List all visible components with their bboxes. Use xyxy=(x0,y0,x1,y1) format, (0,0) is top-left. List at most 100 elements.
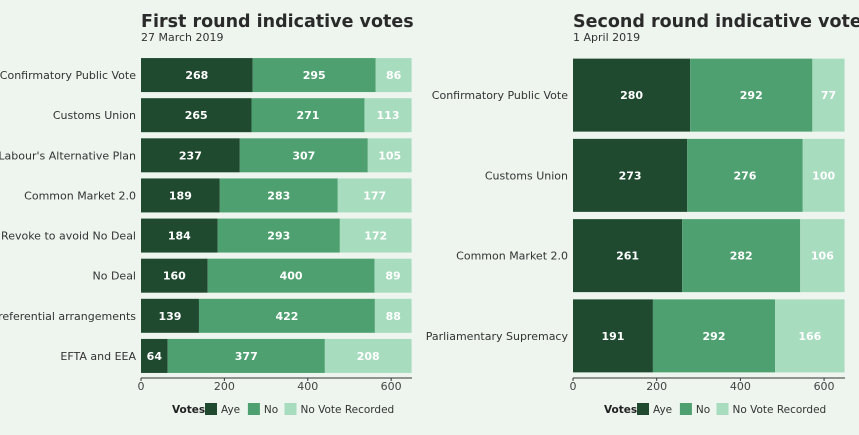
data-label: 64 xyxy=(147,350,163,363)
bar-segment-no-vote-recorded xyxy=(800,219,845,293)
legend-label: No xyxy=(264,404,278,416)
legend-swatch xyxy=(679,403,692,415)
bar-segment-no xyxy=(219,178,338,213)
legend-label: No xyxy=(696,404,710,416)
data-label: 77 xyxy=(821,89,836,102)
data-label: 292 xyxy=(740,89,763,102)
data-label: 283 xyxy=(267,189,290,202)
bar-segment-aye xyxy=(141,138,240,173)
x-tick-label: 200 xyxy=(646,380,667,393)
bar-segment-no xyxy=(687,138,803,212)
data-label: 86 xyxy=(386,69,402,82)
bar-segment-aye xyxy=(141,258,208,293)
bar-segment-no-vote-recorded xyxy=(339,218,412,253)
legend-title: Votes xyxy=(604,404,637,416)
bar-segment-no xyxy=(217,218,340,253)
category-label: Customs Union xyxy=(53,109,136,122)
legend-label: No Vote Recorded xyxy=(301,404,395,416)
data-label: 273 xyxy=(619,169,642,182)
first-round-legend: Votes Aye No No Vote Recorded xyxy=(172,403,394,416)
data-label: 282 xyxy=(730,250,753,263)
data-label: 307 xyxy=(292,149,315,162)
first-round-title: First round indicative votes xyxy=(141,12,414,32)
legend-swatch xyxy=(716,403,729,415)
x-tick-label: 600 xyxy=(814,380,835,393)
bar-segment-no-vote-recorded xyxy=(802,138,845,212)
data-label: 89 xyxy=(385,270,400,283)
data-label: 268 xyxy=(185,69,208,82)
bar-segment-no xyxy=(167,338,325,373)
bar-segment-aye xyxy=(141,338,168,373)
category-label: Common Market 2.0 xyxy=(24,189,136,202)
bar-segment-no xyxy=(251,98,365,133)
data-label: 105 xyxy=(378,149,401,162)
data-label: 189 xyxy=(169,189,192,202)
bar-segment-aye xyxy=(141,98,252,133)
bar-segment-aye xyxy=(141,58,253,93)
bar-segment-no xyxy=(198,298,375,333)
data-label: 377 xyxy=(235,350,258,363)
data-label: 265 xyxy=(185,109,208,122)
legend-label: Aye xyxy=(221,404,240,416)
category-label: Revoke to avoid No Deal xyxy=(1,230,136,243)
data-label: 271 xyxy=(296,109,319,122)
data-label: 422 xyxy=(275,310,298,323)
data-label: 276 xyxy=(734,169,757,182)
data-label: 292 xyxy=(703,330,726,343)
data-label: 293 xyxy=(267,230,290,243)
data-label: 88 xyxy=(386,310,401,323)
category-label: Preferential arrangements xyxy=(0,310,136,323)
bar-segment-no xyxy=(652,299,776,373)
bar-segment-no-vote-recorded xyxy=(337,178,412,213)
bar-segment-no-vote-recorded xyxy=(364,98,412,133)
bar-segment-no-vote-recorded xyxy=(775,299,845,373)
data-label: 237 xyxy=(179,149,202,162)
category-label: Customs Union xyxy=(485,169,568,182)
legend-swatch xyxy=(247,403,260,415)
category-label: Confirmatory Public Vote xyxy=(432,89,568,102)
category-label: Parliamentary Supremacy xyxy=(426,330,569,343)
data-label: 166 xyxy=(798,330,821,343)
bar-segment-aye xyxy=(573,138,688,212)
data-label: 280 xyxy=(620,89,643,102)
bar-segment-no-vote-recorded xyxy=(374,298,412,333)
data-label: 177 xyxy=(363,189,386,202)
bar-segment-no xyxy=(252,58,376,93)
second-round-subtitle: 1 April 2019 xyxy=(573,31,640,44)
bar-segment-no xyxy=(239,138,368,173)
bar-segment-no-vote-recorded xyxy=(367,138,412,173)
bar-segment-no xyxy=(690,58,813,132)
bar-segment-aye xyxy=(141,298,199,333)
bar-segment-aye xyxy=(573,219,683,293)
legend-label: No Vote Recorded xyxy=(733,404,827,416)
second-round-legend: Votes Aye No No Vote Recorded xyxy=(604,403,826,416)
data-label: 208 xyxy=(357,350,380,363)
bar-segment-no-vote-recorded xyxy=(374,258,412,293)
bar-segment-no-vote-recorded xyxy=(375,58,412,93)
data-label: 160 xyxy=(163,270,186,283)
category-label: Common Market 2.0 xyxy=(456,250,568,263)
bar-segment-aye xyxy=(573,299,653,373)
x-tick-label: 200 xyxy=(214,380,235,393)
data-label: 261 xyxy=(616,250,639,263)
legend-swatch xyxy=(637,403,649,415)
data-label: 106 xyxy=(811,250,834,263)
legend-title: Votes xyxy=(172,404,205,416)
data-label: 400 xyxy=(280,270,303,283)
first-round-subtitle: 27 March 2019 xyxy=(141,31,224,44)
category-label: EFTA and EEA xyxy=(60,350,136,363)
data-label: 113 xyxy=(377,109,400,122)
legend-swatch xyxy=(205,403,217,415)
x-tick-label: 400 xyxy=(297,380,318,393)
x-tick-label: 0 xyxy=(570,380,577,393)
data-label: 172 xyxy=(364,230,387,243)
bar-segment-no-vote-recorded xyxy=(324,338,412,373)
bar-segment-aye xyxy=(573,58,691,132)
category-label: No Deal xyxy=(93,270,137,283)
second-round-title: Second round indicative votes xyxy=(573,12,859,32)
category-label: Labour's Alternative Plan xyxy=(0,149,136,162)
data-label: 295 xyxy=(303,69,326,82)
legend-label: Aye xyxy=(653,404,672,416)
